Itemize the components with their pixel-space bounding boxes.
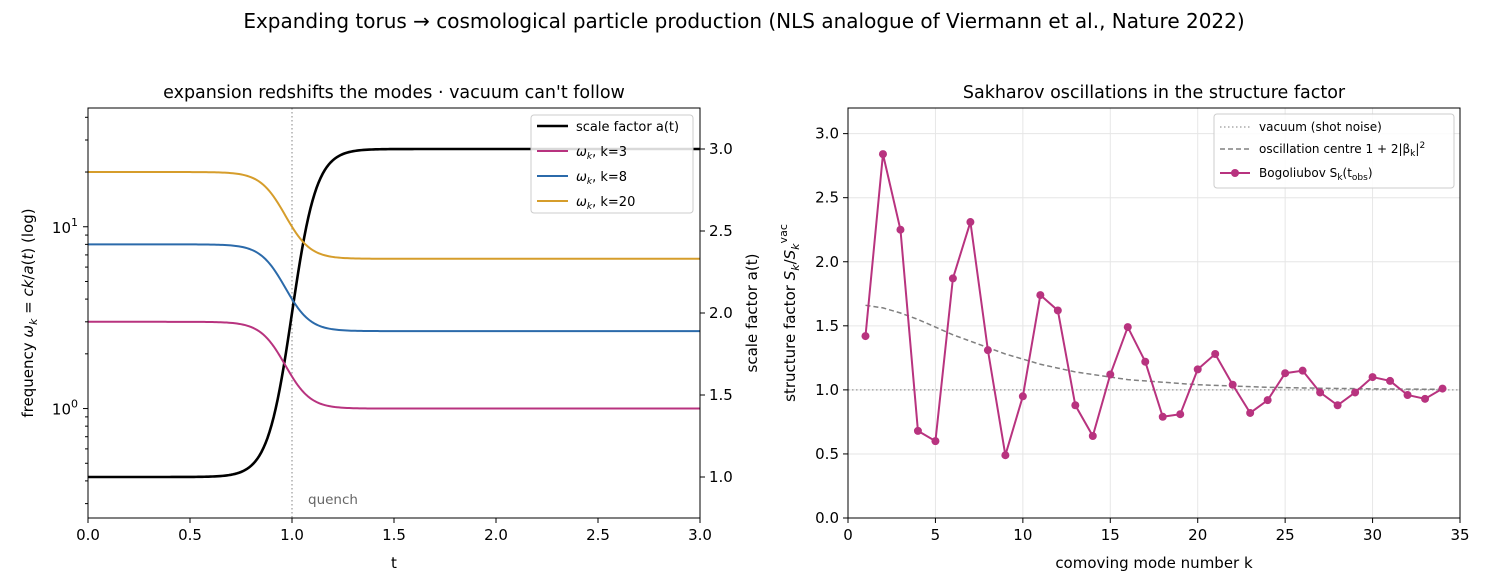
bogoliubov-point: [1403, 391, 1412, 399]
right-x-tick-label: 20: [1188, 526, 1207, 544]
bogoliubov-point: [878, 150, 887, 159]
left-legend-label: ωk, k=20: [576, 195, 635, 212]
left-legend-box: [530, 114, 694, 214]
right-legend-marker: [1231, 169, 1239, 177]
bogoliubov-point: [1333, 401, 1342, 410]
right-x-tick-label: 15: [1101, 526, 1120, 544]
bogoliubov-point: [1036, 291, 1045, 300]
right-y-tick-label: 2.0: [815, 253, 839, 271]
bogoliubov-point: [1071, 401, 1080, 410]
bogoliubov-line: [864, 153, 1444, 456]
left-legend-label: scale factor a(t): [576, 120, 679, 135]
left-x-tick-label: 0.0: [76, 526, 100, 544]
bogoliubov-point: [913, 426, 922, 435]
bogoliubov-point: [1228, 380, 1237, 389]
bogoliubov-point: [1053, 306, 1062, 315]
left-panel: expansion redshifts the modes · vacuum c…: [19, 83, 761, 572]
right-legend-label: oscillation centre 1 + 2|βk|2: [1259, 141, 1425, 159]
right-x-tick-label: 5: [931, 526, 941, 544]
bogoliubov-point: [1193, 365, 1202, 374]
right-x-axis-label: comoving mode number k: [1055, 554, 1253, 572]
right-x-tick-label: 35: [1450, 526, 1469, 544]
left-y-tick-label: 100: [52, 398, 78, 419]
bogoliubov-point: [1176, 410, 1185, 419]
right-y-tick-label: 1.0: [709, 468, 733, 486]
right-x-tick-label: 10: [1013, 526, 1032, 544]
bogoliubov-point: [966, 218, 975, 227]
bogoliubov-point: [1368, 373, 1377, 382]
right-y-axis-label: scale factor a(t): [743, 254, 761, 373]
right-y-axis-label-structure: structure factor Sk/Skvac: [777, 224, 802, 402]
right-plot-area: [848, 150, 1460, 460]
right-y-tick-label: 2.0: [709, 304, 733, 322]
right-panel: Sakharov oscillations in the structure f…: [777, 83, 1470, 572]
bogoliubov-point: [1158, 412, 1167, 421]
left-x-tick-label: 2.0: [484, 526, 508, 544]
right-x-tick-label: 30: [1363, 526, 1382, 544]
right-y-tick-label: 0.0: [815, 509, 839, 527]
left-axes-frame: [87, 107, 701, 519]
bogoliubov-point: [1106, 370, 1115, 379]
bogoliubov-point: [1123, 323, 1132, 332]
right-legend-box: [1213, 113, 1455, 189]
right-y-tick-label: 1.5: [709, 386, 733, 404]
left-x-tick-label: 2.5: [586, 526, 610, 544]
bogoliubov-point: [1141, 357, 1150, 366]
bogoliubov-point: [1386, 376, 1395, 385]
bogoliubov-point: [1246, 408, 1255, 417]
bogoliubov-point: [1351, 388, 1360, 397]
right-y-tick-label: 3.0: [709, 140, 733, 158]
omega-k20-line: [88, 171, 700, 260]
bogoliubov-point: [948, 274, 957, 283]
bogoliubov-point: [931, 437, 940, 446]
bogoliubov-point: [1316, 388, 1325, 397]
bogoliubov-point: [1018, 392, 1027, 401]
bogoliubov-point: [896, 225, 905, 234]
right-legend-label: vacuum (shot noise): [1259, 120, 1382, 134]
left-legend: scale factor a(t) ωk, k=3 ωk, k=8 ωk, k=20: [530, 114, 694, 214]
right-chart-title: Sakharov oscillations in the structure f…: [963, 83, 1346, 103]
bogoliubov-point: [983, 346, 992, 355]
left-ticks: 0.0 0.5 1.0 1.5 2.0 2.5 3.0 100 101 1.0 1.5 2.0 2.5 3…: [52, 116, 733, 544]
right-x-tick-label: 0: [843, 526, 853, 544]
left-y-axis-label: frequency ωk = ck/a(t) (log): [19, 208, 40, 417]
right-y-tick-label: 1.5: [815, 317, 839, 335]
right-legend-label: Bogoliubov Sk(tobs): [1259, 166, 1373, 183]
figure-suptitle: Expanding torus → cosmological particle …: [243, 9, 1244, 33]
right-y-tick-label: 2.5: [815, 189, 839, 207]
left-x-tick-label: 1.5: [382, 526, 406, 544]
right-y-tick-label: 0.5: [815, 445, 839, 463]
left-x-axis-label: t: [391, 554, 397, 572]
bogoliubov-point: [1001, 451, 1010, 460]
bogoliubov-point: [1281, 369, 1290, 378]
right-y-tick-label: 1.0: [815, 381, 839, 399]
omega-k3-line: [88, 320, 700, 410]
left-legend-label: ωk, k=3: [576, 145, 627, 162]
bogoliubov-point: [1088, 432, 1097, 440]
oscillation-centre-line: [865, 304, 1443, 390]
bogoliubov-point: [1263, 396, 1272, 405]
bogoliubov-point: [1421, 394, 1430, 403]
left-y-tick-label: 101: [52, 216, 78, 237]
bogoliubov-point: [1211, 350, 1220, 358]
omega-k8-line: [88, 243, 700, 333]
bogoliubov-point: [1438, 384, 1447, 393]
bogoliubov-point: [1298, 366, 1307, 375]
left-x-tick-label: 0.5: [178, 526, 202, 544]
left-chart-title: expansion redshifts the modes · vacuum c…: [163, 83, 625, 103]
bogoliubov-point: [861, 332, 870, 341]
left-legend-label: ωk, k=8: [576, 170, 627, 187]
right-legend: vacuum (shot noise) oscillation centre 1 …: [1213, 113, 1455, 189]
quench-annotation: quench: [308, 492, 358, 508]
right-axes-frame: [847, 107, 1461, 519]
right-y-tick-label: 3.0: [815, 125, 839, 143]
left-x-tick-label: 1.0: [280, 526, 304, 544]
right-x-tick-label: 25: [1276, 526, 1295, 544]
right-y-tick-label: 2.5: [709, 222, 733, 240]
left-x-tick-label: 3.0: [688, 526, 712, 544]
